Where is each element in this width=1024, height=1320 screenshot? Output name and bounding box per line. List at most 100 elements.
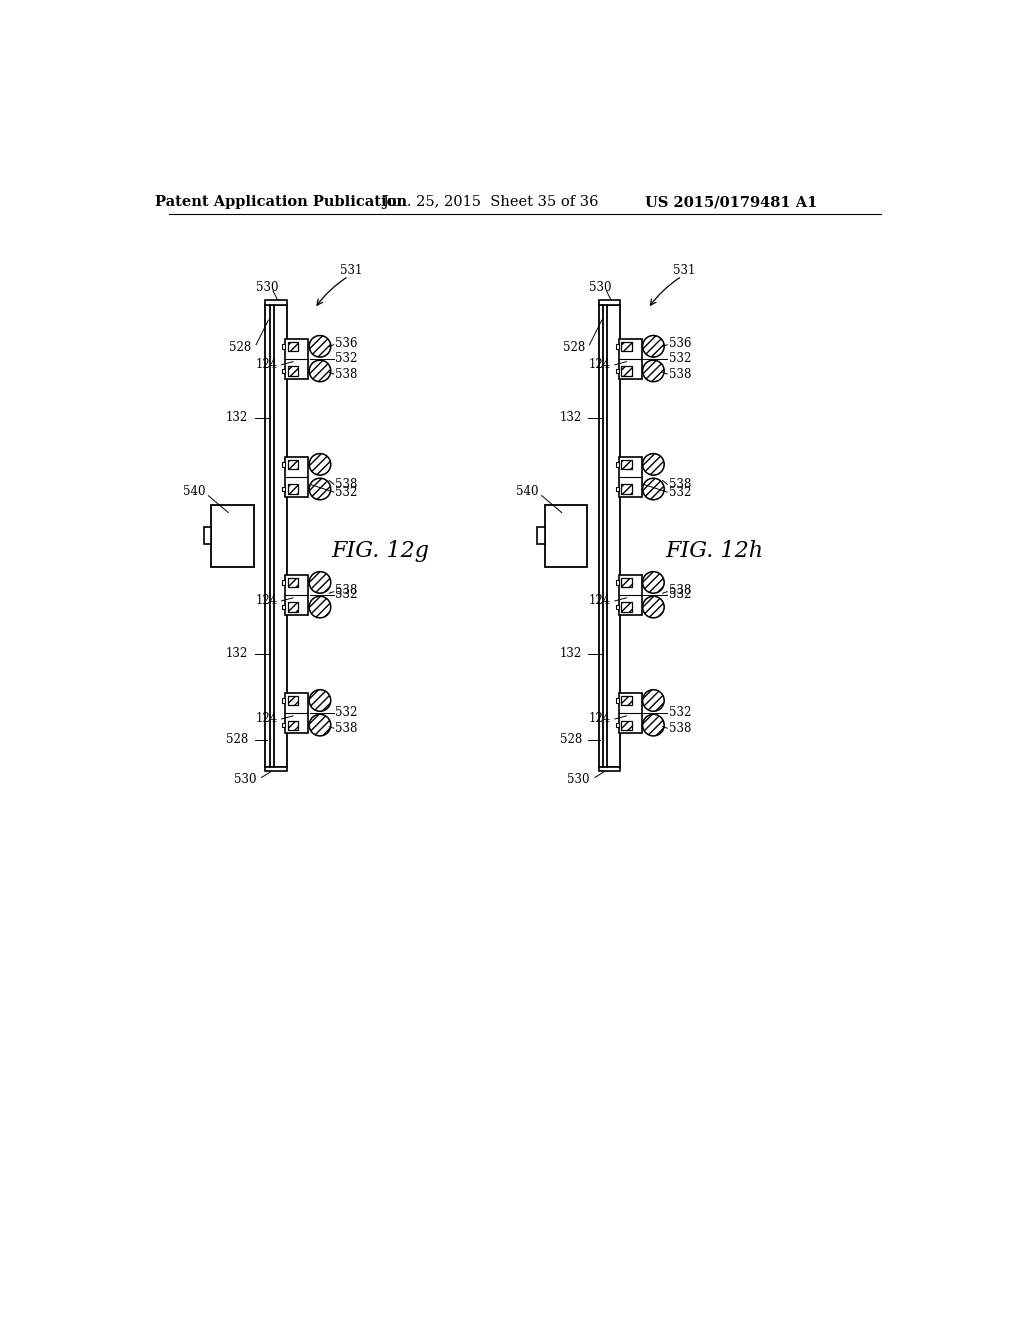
Bar (283, 368, 286, 374)
Text: 532: 532 (336, 706, 357, 719)
Text: 530: 530 (233, 772, 256, 785)
Text: 538: 538 (669, 585, 691, 598)
Bar (615, 723, 618, 727)
Text: 528: 528 (226, 733, 249, 746)
Bar (265, 300, 287, 305)
Bar (618, 457, 642, 496)
Bar (615, 605, 618, 610)
Bar (621, 342, 632, 351)
Text: 538: 538 (669, 367, 691, 380)
Bar (288, 367, 298, 376)
Circle shape (643, 572, 665, 593)
Text: FIG. 12h: FIG. 12h (665, 540, 763, 562)
Text: 532: 532 (669, 352, 691, 366)
Bar (545, 506, 587, 566)
Circle shape (309, 335, 331, 358)
Bar (265, 305, 287, 767)
Bar (211, 506, 254, 566)
Bar (286, 574, 308, 615)
Bar (621, 602, 632, 611)
Text: FIG. 12g: FIG. 12g (332, 540, 429, 562)
Bar (288, 459, 298, 469)
Text: 531: 531 (340, 264, 361, 277)
Text: 540: 540 (182, 484, 205, 498)
Bar (288, 721, 298, 730)
Bar (599, 767, 621, 771)
Text: 538: 538 (669, 722, 691, 735)
Text: 532: 532 (336, 486, 357, 499)
Bar (288, 602, 298, 611)
Text: 132: 132 (226, 647, 249, 660)
Bar (621, 721, 632, 730)
Bar (621, 696, 632, 705)
Text: 530: 530 (256, 281, 279, 294)
Text: 540: 540 (516, 484, 539, 498)
Bar (621, 484, 632, 494)
Bar (288, 484, 298, 494)
Bar (288, 367, 298, 376)
Bar (288, 459, 298, 469)
Bar (618, 693, 642, 733)
Bar (283, 487, 286, 491)
Bar (283, 579, 286, 585)
Text: 132: 132 (559, 411, 582, 424)
Bar (265, 767, 287, 771)
Text: 132: 132 (226, 411, 249, 424)
Text: 124: 124 (589, 594, 611, 607)
Bar (621, 459, 632, 469)
Bar (615, 698, 618, 702)
Circle shape (643, 454, 665, 475)
Bar (621, 367, 632, 376)
Bar (283, 605, 286, 610)
Text: 528: 528 (559, 733, 582, 746)
Text: 124: 124 (255, 358, 278, 371)
Text: 124: 124 (255, 713, 278, 726)
Text: Patent Application Publication: Patent Application Publication (155, 195, 407, 210)
Bar (288, 484, 298, 494)
Circle shape (643, 478, 665, 500)
Circle shape (643, 360, 665, 381)
Bar (615, 579, 618, 585)
Text: 124: 124 (589, 713, 611, 726)
Bar (288, 602, 298, 611)
Text: 532: 532 (669, 706, 691, 719)
Text: 536: 536 (669, 337, 691, 350)
Text: 531: 531 (673, 264, 695, 277)
Bar (621, 721, 632, 730)
Bar (621, 459, 632, 469)
Bar (615, 368, 618, 374)
Bar (615, 487, 618, 491)
Text: US 2015/0179481 A1: US 2015/0179481 A1 (645, 195, 817, 210)
Bar (204, 527, 211, 544)
Text: 132: 132 (559, 647, 582, 660)
Circle shape (309, 714, 331, 737)
Text: Jun. 25, 2015  Sheet 35 of 36: Jun. 25, 2015 Sheet 35 of 36 (383, 195, 599, 210)
Bar (621, 578, 632, 587)
Bar (286, 457, 308, 496)
Bar (288, 578, 298, 587)
Bar (288, 696, 298, 705)
Text: 538: 538 (336, 585, 357, 598)
Bar (538, 527, 545, 544)
Bar (288, 721, 298, 730)
Circle shape (643, 597, 665, 618)
Bar (621, 602, 632, 611)
Text: 528: 528 (229, 341, 252, 354)
Circle shape (643, 689, 665, 711)
Text: 530: 530 (567, 772, 590, 785)
Bar (288, 342, 298, 351)
Bar (599, 305, 621, 767)
Text: 124: 124 (255, 594, 278, 607)
Bar (286, 693, 308, 733)
Bar (288, 696, 298, 705)
Text: 532: 532 (669, 486, 691, 499)
Text: 538: 538 (669, 478, 691, 491)
Text: 536: 536 (336, 337, 357, 350)
Bar (618, 574, 642, 615)
Circle shape (309, 454, 331, 475)
Bar (615, 345, 618, 348)
Bar (288, 578, 298, 587)
Text: 532: 532 (336, 352, 357, 366)
Bar (283, 462, 286, 467)
Bar (615, 462, 618, 467)
